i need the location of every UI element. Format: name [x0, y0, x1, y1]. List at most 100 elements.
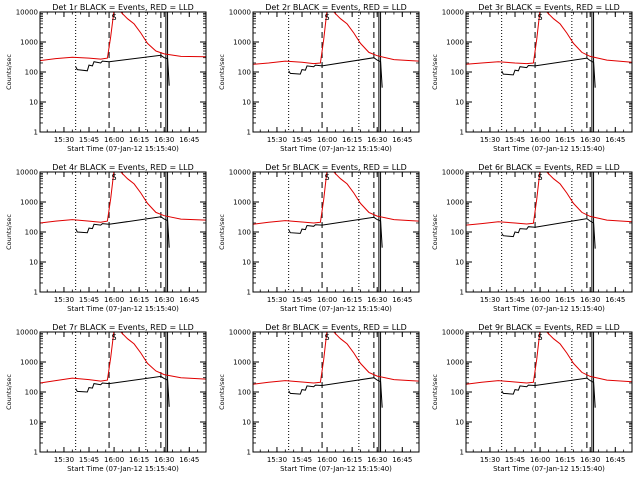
lld-series-line: [40, 12, 206, 62]
y-tick-label: 1: [34, 129, 38, 137]
x-tick-label: 15:45: [292, 136, 312, 144]
peak-marker-label: S: [325, 333, 330, 342]
lld-series-line: [40, 332, 206, 384]
x-tick-label: 15:30: [54, 456, 74, 464]
x-tick-label: 15:45: [292, 456, 312, 464]
events-series-line: [501, 218, 596, 249]
detector-panel: Det 1r BLACK = Events, RED = LLD Counts/s…: [5, 3, 207, 153]
x-tick-label: 16:15: [129, 456, 149, 464]
x-tick-label: 16:30: [154, 136, 174, 144]
y-tick-label: 10000: [16, 329, 38, 337]
detector-panel: Det 9r BLACK = Events, RED = LLD Counts/s…: [431, 323, 633, 473]
y-tick-label: 1: [34, 289, 38, 297]
plot-frame: [252, 171, 420, 293]
peak-marker-label: S: [538, 13, 543, 22]
y-tick-label: 1000: [20, 359, 38, 367]
x-tick-label: 15:30: [54, 296, 74, 304]
x-axis-label: Start Time (07-Jan-12 15:15:40): [67, 465, 179, 473]
y-tick-label: 1: [34, 449, 38, 457]
x-tick-label: 15:30: [480, 456, 500, 464]
x-tick-label: 15:45: [79, 456, 99, 464]
y-tick-label: 100: [25, 389, 38, 397]
plot-frame: [39, 11, 207, 133]
x-tick-label: 15:30: [267, 136, 287, 144]
lld-series-line: [466, 332, 632, 385]
plot-frame: [39, 171, 207, 293]
y-tick-label: 100: [25, 229, 38, 237]
x-tick-label: 16:15: [129, 136, 149, 144]
y-tick-label: 1: [247, 289, 251, 297]
x-tick-label: 16:45: [605, 296, 625, 304]
y-axis-label: Counts/sec: [218, 374, 226, 410]
x-tick-label: 16:45: [605, 136, 625, 144]
y-tick-label: 10: [242, 99, 251, 107]
detector-panel: Det 4r BLACK = Events, RED = LLD Counts/s…: [5, 163, 207, 313]
plot-frame: [39, 331, 207, 453]
detector-panel: Det 8r BLACK = Events, RED = LLD Counts/s…: [218, 323, 420, 473]
x-tick-label: 16:00: [317, 136, 337, 144]
lld-series-line: [466, 12, 632, 65]
y-tick-label: 10000: [442, 9, 464, 17]
events-series-line: [75, 54, 170, 86]
y-tick-label: 10000: [229, 169, 251, 177]
y-axis-label: Counts/sec: [431, 374, 439, 410]
y-tick-label: 1: [460, 129, 464, 137]
lld-series-line: [253, 12, 419, 65]
x-tick-label: 16:45: [179, 456, 199, 464]
events-series-line: [75, 216, 170, 248]
x-axis-label: Start Time (07-Jan-12 15:15:40): [493, 305, 605, 313]
y-tick-label: 10: [455, 419, 464, 427]
x-tick-label: 16:30: [154, 296, 174, 304]
y-axis-label: Counts/sec: [431, 214, 439, 250]
x-tick-label: 16:00: [317, 456, 337, 464]
y-tick-label: 10: [455, 259, 464, 267]
panel-title: Det 2r BLACK = Events, RED = LLD: [265, 3, 407, 12]
y-axis-label: Counts/sec: [431, 54, 439, 90]
x-axis-label: Start Time (07-Jan-12 15:15:40): [280, 305, 392, 313]
x-tick-label: 15:30: [54, 136, 74, 144]
x-tick-label: 15:45: [292, 296, 312, 304]
plot-frame: [465, 11, 633, 133]
peak-marker-label: S: [325, 13, 330, 22]
plot-frame: [465, 171, 633, 293]
x-tick-label: 15:45: [505, 296, 525, 304]
plot-frame: [465, 331, 633, 453]
y-tick-label: 1: [247, 129, 251, 137]
x-tick-label: 15:45: [505, 456, 525, 464]
detector-panel: Det 2r BLACK = Events, RED = LLD Counts/s…: [218, 3, 420, 153]
x-tick-label: 16:15: [342, 296, 362, 304]
x-tick-label: 16:30: [154, 456, 174, 464]
y-tick-label: 100: [238, 229, 251, 237]
y-tick-label: 1000: [233, 359, 251, 367]
peak-marker-label: S: [112, 173, 117, 182]
x-axis-label: Start Time (07-Jan-12 15:15:40): [493, 145, 605, 153]
plot-frame: [252, 331, 420, 453]
x-tick-label: 16:30: [367, 296, 387, 304]
x-tick-label: 16:00: [104, 296, 124, 304]
events-series-line: [501, 57, 596, 88]
peak-marker-label: S: [325, 173, 330, 182]
panel-title: Det 9r BLACK = Events, RED = LLD: [478, 323, 620, 332]
y-tick-label: 1000: [233, 39, 251, 47]
y-tick-label: 100: [451, 69, 464, 77]
y-tick-label: 1000: [20, 199, 38, 207]
x-tick-label: 16:45: [179, 136, 199, 144]
x-tick-label: 15:30: [267, 296, 287, 304]
plot-frame: [252, 11, 420, 133]
x-tick-label: 16:30: [580, 296, 600, 304]
peak-marker-label: S: [538, 173, 543, 182]
lld-series-line: [253, 172, 419, 225]
y-tick-label: 10000: [442, 169, 464, 177]
x-axis-label: Start Time (07-Jan-12 15:15:40): [67, 305, 179, 313]
x-axis-label: Start Time (07-Jan-12 15:15:40): [67, 145, 179, 153]
x-tick-label: 16:30: [367, 136, 387, 144]
events-series-line: [288, 216, 383, 248]
x-tick-label: 16:15: [555, 136, 575, 144]
x-tick-label: 16:00: [530, 296, 550, 304]
x-tick-label: 15:45: [79, 296, 99, 304]
x-tick-label: 16:45: [392, 296, 412, 304]
x-tick-label: 16:15: [129, 296, 149, 304]
panel-title: Det 8r BLACK = Events, RED = LLD: [265, 323, 407, 332]
